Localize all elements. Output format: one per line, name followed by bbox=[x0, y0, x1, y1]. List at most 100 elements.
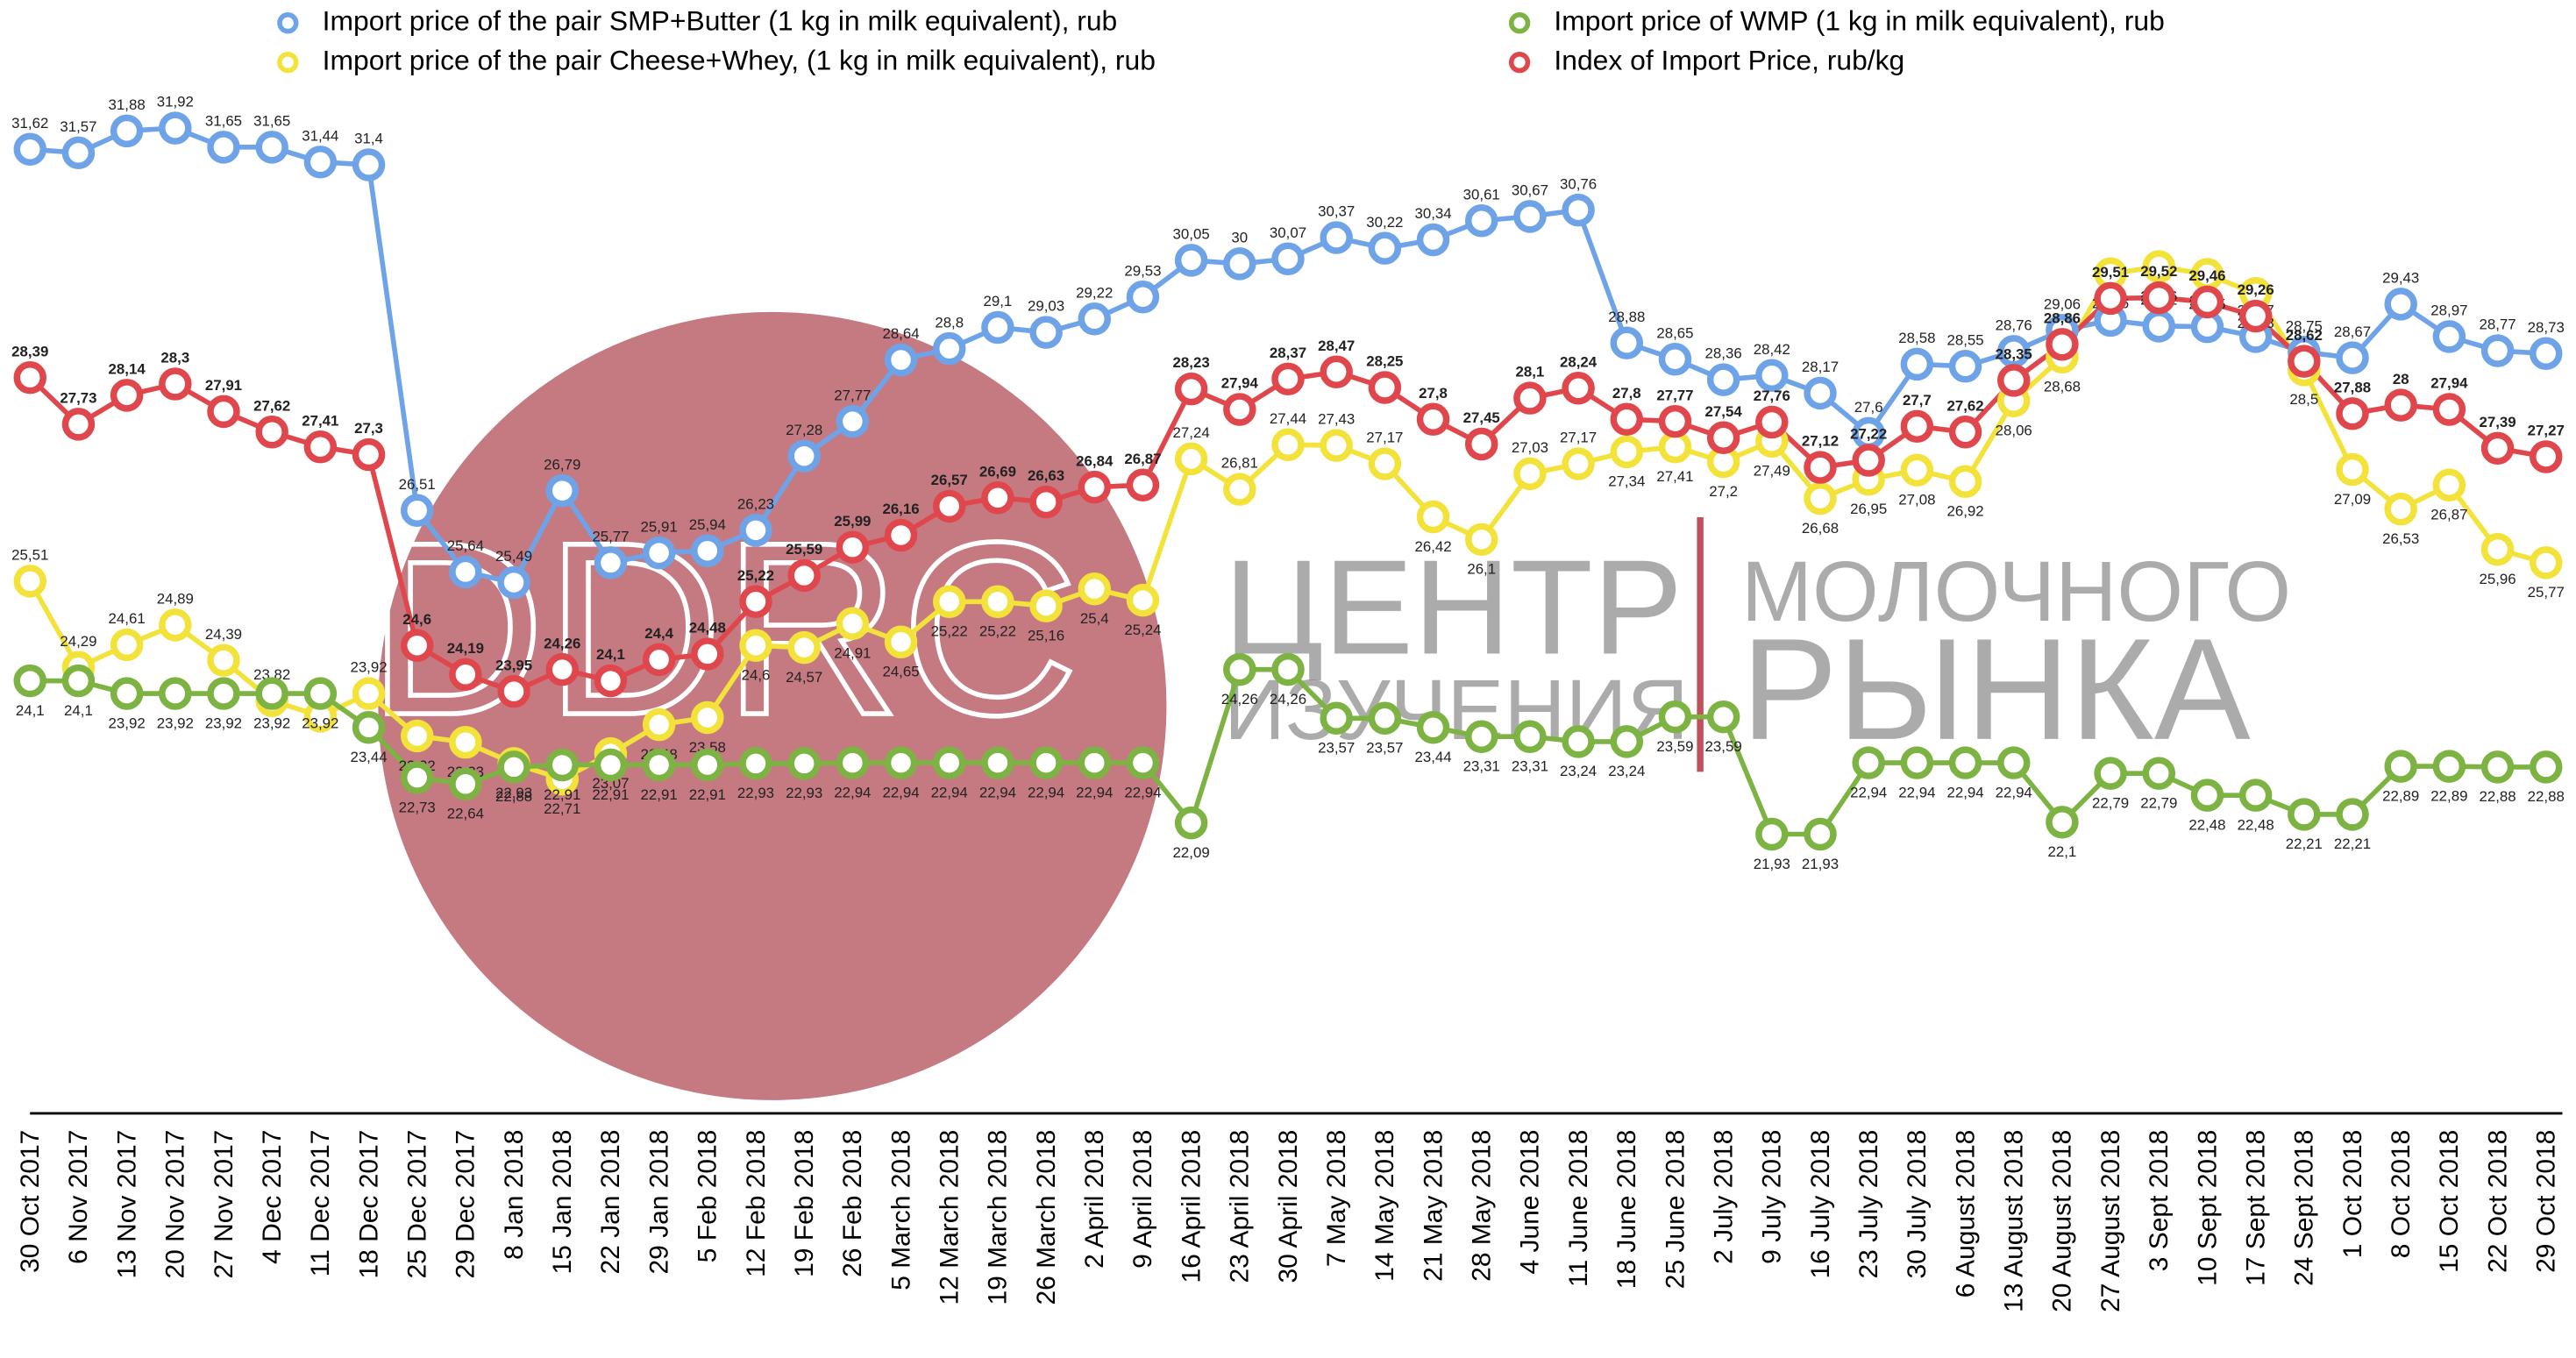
data-label: 26,23 bbox=[737, 495, 774, 512]
x-tick-label: 30 April 2018 bbox=[1274, 1130, 1303, 1283]
data-point bbox=[1610, 435, 1644, 469]
data-point bbox=[207, 131, 240, 164]
data-point bbox=[2480, 431, 2515, 466]
x-tick-label: 18 Dec 2017 bbox=[354, 1130, 383, 1279]
data-point bbox=[1078, 746, 1112, 779]
data-point bbox=[1658, 342, 1692, 376]
data-label: 30,61 bbox=[1463, 186, 1500, 203]
data-point bbox=[739, 747, 772, 780]
data-point bbox=[2238, 779, 2273, 812]
data-point bbox=[1755, 405, 1789, 439]
data-label: 27,08 bbox=[1898, 492, 1935, 508]
data-point bbox=[61, 408, 96, 441]
x-tick-label: 6 August 2018 bbox=[1951, 1130, 1980, 1298]
data-label: 27,77 bbox=[1656, 387, 1693, 403]
x-tick-label: 29 Dec 2017 bbox=[452, 1130, 480, 1279]
x-tick-label: 29 Jan 2018 bbox=[644, 1130, 673, 1275]
x-tick-label: 20 August 2018 bbox=[2048, 1130, 2077, 1312]
data-label: 28,55 bbox=[1946, 331, 1983, 348]
data-label: 26,84 bbox=[1076, 452, 1114, 469]
data-point bbox=[932, 489, 966, 523]
data-label: 22,88 bbox=[2528, 788, 2565, 805]
data-label: 24,39 bbox=[205, 626, 242, 643]
data-label: 28,5 bbox=[2289, 391, 2318, 408]
legend-marker bbox=[1508, 52, 1531, 74]
data-point bbox=[1562, 447, 1595, 480]
data-label: 22,91 bbox=[641, 786, 678, 803]
data-point bbox=[1029, 316, 1063, 349]
data-point bbox=[1320, 701, 1353, 736]
data-label: 28,86 bbox=[2044, 309, 2081, 326]
data-point bbox=[739, 585, 772, 618]
data-point bbox=[642, 536, 676, 570]
data-point bbox=[1852, 746, 1885, 779]
data-label: 26,87 bbox=[2430, 507, 2467, 523]
data-label: 27,8 bbox=[1419, 385, 1448, 402]
data-label: 27,91 bbox=[205, 377, 242, 394]
data-label: 25,94 bbox=[689, 516, 726, 533]
data-label: 23,59 bbox=[1705, 738, 1742, 755]
data-point bbox=[2142, 250, 2176, 283]
x-tick-label: 20 Nov 2017 bbox=[161, 1130, 190, 1279]
data-label: 29,26 bbox=[2238, 281, 2274, 298]
data-label: 22,71 bbox=[544, 800, 580, 817]
data-point bbox=[545, 473, 579, 508]
data-label: 28,14 bbox=[109, 360, 146, 377]
data-label: 24,6 bbox=[402, 611, 431, 628]
data-point bbox=[1126, 746, 1160, 779]
data-point bbox=[1416, 223, 1450, 257]
x-tick-label: 19 March 2018 bbox=[984, 1130, 1013, 1305]
data-label: 22,91 bbox=[592, 786, 629, 803]
data-label: 26,87 bbox=[1124, 451, 1161, 467]
x-tick-label: 14 May 2018 bbox=[1370, 1130, 1399, 1282]
data-label: 30,22 bbox=[1366, 214, 1403, 231]
data-label: 23,44 bbox=[1414, 749, 1451, 765]
data-point bbox=[110, 628, 144, 662]
data-point bbox=[61, 664, 96, 698]
data-label: 25,49 bbox=[495, 548, 532, 565]
data-point bbox=[207, 677, 240, 710]
data-label: 25,51 bbox=[11, 547, 48, 564]
data-point bbox=[2480, 532, 2515, 566]
data-label: 25,22 bbox=[737, 567, 774, 584]
data-label: 31,92 bbox=[157, 94, 194, 110]
data-label: 24,91 bbox=[834, 645, 871, 662]
data-label: 22,93 bbox=[495, 785, 532, 801]
data-point bbox=[2530, 750, 2563, 784]
data-label: 22,94 bbox=[1898, 784, 1935, 800]
data-point bbox=[400, 761, 434, 794]
data-label: 27,03 bbox=[1512, 439, 1548, 456]
data-point bbox=[2336, 341, 2369, 374]
x-tick-label: 16 July 2018 bbox=[1806, 1130, 1835, 1279]
data-label: 27,43 bbox=[1318, 411, 1355, 428]
data-label: 24,65 bbox=[882, 664, 919, 680]
data-label: 24,26 bbox=[544, 635, 580, 651]
data-label: 23,24 bbox=[1560, 763, 1597, 779]
data-point bbox=[2432, 320, 2466, 353]
data-point bbox=[1997, 364, 2031, 397]
data-point bbox=[449, 725, 482, 759]
data-point bbox=[13, 565, 46, 598]
data-point bbox=[884, 343, 918, 377]
data-point bbox=[691, 534, 724, 567]
data-point bbox=[1078, 470, 1112, 504]
data-label: 28,37 bbox=[1270, 345, 1306, 361]
data-label: 22,79 bbox=[2140, 795, 2177, 812]
data-point bbox=[884, 625, 918, 658]
x-tick-label: 30 Oct 2017 bbox=[16, 1130, 45, 1273]
data-label: 25,59 bbox=[786, 541, 822, 558]
data-label: 24,48 bbox=[689, 620, 726, 636]
data-point bbox=[1658, 700, 1692, 734]
data-point bbox=[1174, 372, 1208, 406]
data-label: 31,4 bbox=[354, 131, 383, 147]
data-label: 26,16 bbox=[882, 501, 919, 517]
data-point bbox=[884, 746, 918, 779]
data-point bbox=[255, 416, 288, 449]
data-point bbox=[2530, 337, 2563, 371]
data-label: 30,34 bbox=[1414, 205, 1451, 222]
data-label: 27,45 bbox=[1463, 409, 1500, 426]
data-label: 26,81 bbox=[1221, 455, 1258, 472]
data-point bbox=[836, 607, 870, 640]
data-point bbox=[207, 395, 240, 429]
x-tick-label: 5 March 2018 bbox=[886, 1130, 915, 1290]
